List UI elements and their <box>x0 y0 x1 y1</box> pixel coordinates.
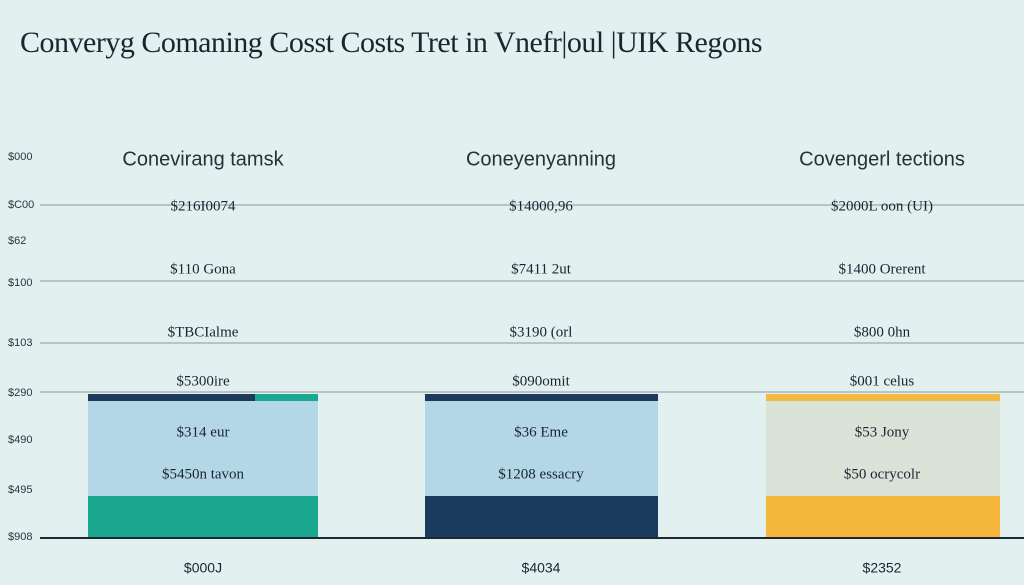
column-label: $800 0hn <box>854 324 911 340</box>
column-2-bar <box>425 394 658 537</box>
axis-label: $290 <box>8 387 32 399</box>
column-label: $TBCIalme <box>168 324 239 340</box>
bar-middle <box>88 401 318 496</box>
column-header: Conevirang tamsk <box>122 148 284 170</box>
column-label: $1208 essacry <box>498 466 584 482</box>
column-label: $53 Jony <box>855 424 910 440</box>
axis-label: $908 <box>8 531 32 543</box>
column-label: $1400 Orerent <box>838 261 926 277</box>
column-label: $090omit <box>512 373 570 389</box>
axis-label: $100 <box>8 277 32 289</box>
column-label: $5450n tavon <box>162 466 245 482</box>
axis-label: $103 <box>8 337 32 349</box>
column-1-bar <box>88 394 318 537</box>
column-label: $3190 (orl <box>510 324 573 340</box>
column-label: $2000L oon (UI) <box>831 198 933 214</box>
bar-top <box>425 394 658 401</box>
column-label: $110 Gona <box>170 261 236 277</box>
title: Converyg Comaning Cosst Costs Tret in Vn… <box>20 26 762 59</box>
axis-label: $62 <box>8 235 26 247</box>
column-3-bar <box>766 394 1000 537</box>
column-label: $216I0074 <box>171 198 236 214</box>
column-label: $314 eur <box>177 424 230 440</box>
column-label: $5300ire <box>176 373 230 389</box>
bar-middle <box>425 401 658 496</box>
column-label: $50 ocrycolr <box>844 466 920 482</box>
bar-bottom <box>88 496 318 537</box>
bar-top <box>88 394 255 401</box>
bar-top <box>255 394 318 401</box>
column-label: $36 Eme <box>514 424 568 440</box>
bar-bottom <box>766 496 1000 537</box>
column-label: $14000,96 <box>509 198 573 214</box>
axis-label: $C00 <box>8 199 34 211</box>
bar-top <box>766 394 1000 401</box>
column-header: Coneyenyanning <box>466 148 616 170</box>
bar-bottom <box>425 496 658 537</box>
axis-label: $490 <box>8 434 32 446</box>
column-footer: $2352 <box>863 560 902 576</box>
column-header: Covengerl tections <box>799 148 965 170</box>
bar-middle <box>766 401 1000 496</box>
column-label: $001 celus <box>850 373 915 389</box>
column-footer: $4034 <box>522 560 561 576</box>
axis-label: $000 <box>8 151 32 163</box>
column-label: $7411 2ut <box>511 261 572 277</box>
grid <box>40 204 1024 393</box>
column-footer: $000J <box>184 560 222 576</box>
axis-label: $495 <box>8 484 32 496</box>
